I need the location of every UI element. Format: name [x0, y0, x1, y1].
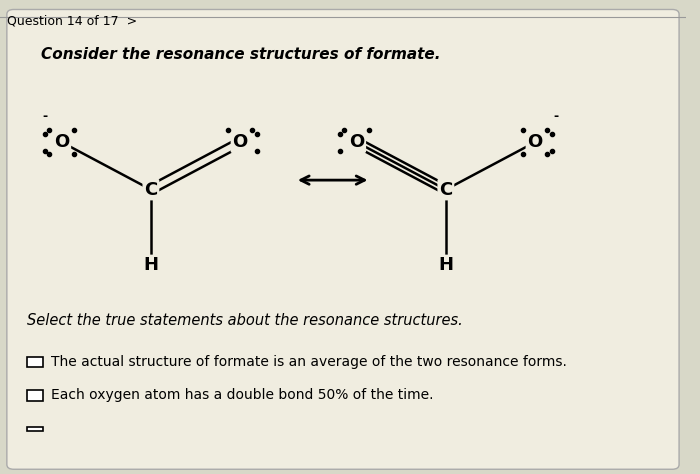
Text: O: O [349, 133, 364, 151]
Text: -: - [42, 109, 47, 123]
Text: O: O [527, 133, 542, 151]
Text: Each oxygen atom has a double bond 50% of the time.: Each oxygen atom has a double bond 50% o… [51, 388, 434, 402]
Text: Consider the resonance structures of formate.: Consider the resonance structures of for… [41, 47, 441, 63]
Text: The actual structure of formate is an average of the two resonance forms.: The actual structure of formate is an av… [51, 355, 567, 369]
Text: C: C [144, 181, 158, 199]
Text: H: H [144, 256, 158, 274]
FancyBboxPatch shape [7, 9, 679, 469]
Text: O: O [54, 133, 69, 151]
Bar [27, 390, 43, 401]
Text: O: O [232, 133, 248, 151]
Bar [27, 427, 43, 431]
Text: C: C [439, 181, 452, 199]
Text: -: - [553, 109, 558, 123]
Text: Select the true statements about the resonance structures.: Select the true statements about the res… [27, 313, 463, 328]
Text: H: H [438, 256, 454, 274]
Bar [27, 357, 43, 367]
Text: Question 14 of 17  >: Question 14 of 17 > [7, 14, 137, 27]
